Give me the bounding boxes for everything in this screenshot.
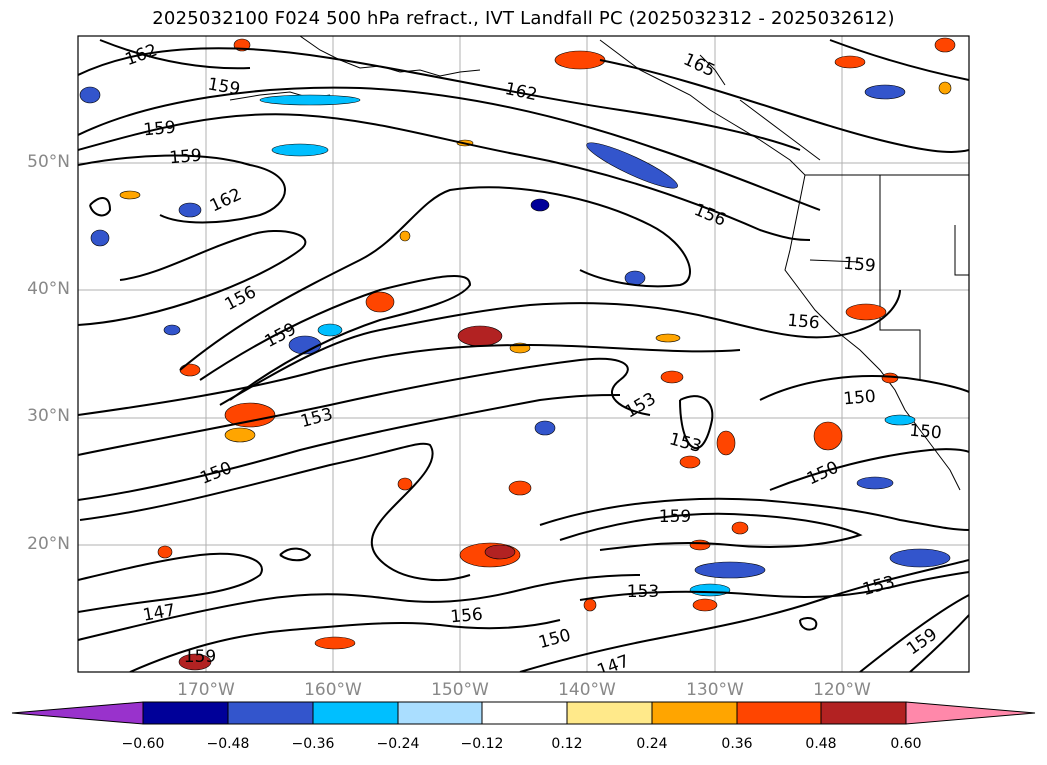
contour-lines	[78, 39, 969, 672]
lat-label: 20°N	[27, 534, 70, 554]
colorbar-seg-2	[227, 701, 314, 725]
colorbar-tick-label: 0.12	[551, 736, 583, 752]
contour-label: 159	[169, 146, 203, 169]
colorbar-tick-label: −0.48	[206, 736, 250, 752]
contour-label: 153	[627, 582, 659, 602]
lat-label: 30°N	[27, 406, 70, 426]
colorbar-tick-label: 0.60	[890, 736, 922, 752]
colorbar-seg-7	[651, 701, 738, 725]
plot-title: 2025032100 F024 500 hPa refract., IVT La…	[152, 8, 895, 29]
lat-label: 50°N	[27, 152, 70, 172]
contour-label: 159	[659, 507, 691, 527]
colorbar-seg-9	[820, 701, 907, 725]
contour-label: 156	[786, 311, 820, 334]
contour-label: 159	[842, 254, 876, 277]
gridlines	[78, 36, 969, 672]
colorbar-tick-label: −0.12	[460, 736, 504, 752]
colorbar-seg-5	[481, 701, 568, 725]
colorbar-tick-label: 0.24	[636, 736, 668, 752]
map-background	[78, 36, 969, 672]
colorbar-seg-3	[312, 701, 399, 725]
contour-label: 159	[143, 118, 177, 141]
anomaly-patches	[79, 37, 956, 671]
lon-label: 160°W	[304, 680, 362, 700]
colorbar-tick-label: −0.60	[121, 736, 165, 752]
contour-label: 156	[450, 605, 484, 628]
colorbar-tick-label: 0.48	[805, 736, 837, 752]
contour-label: 150	[908, 421, 942, 444]
map-frame	[77, 35, 970, 673]
colorbar-seg-8	[736, 701, 822, 725]
colorbar-seg-4	[397, 701, 483, 725]
colorbar-seg-10	[905, 701, 1036, 725]
colorbar-tick-label: 0.36	[721, 736, 753, 752]
contour-label: 159	[184, 647, 216, 667]
lon-label: 120°W	[813, 680, 871, 700]
contour-label: 150	[843, 387, 877, 410]
colorbar-tick-label: −0.36	[291, 736, 335, 752]
colorbar	[11, 701, 1036, 725]
lon-label: 170°W	[177, 680, 235, 700]
lon-label: 140°W	[558, 680, 616, 700]
colorbar-seg-1	[142, 701, 229, 725]
lon-label: 150°W	[431, 680, 489, 700]
colorbar-tick-label: −0.24	[376, 736, 420, 752]
colorbar-seg-6	[566, 701, 653, 725]
colorbar-seg-0	[11, 701, 144, 725]
lat-label: 40°N	[27, 279, 70, 299]
lon-label: 130°W	[686, 680, 744, 700]
